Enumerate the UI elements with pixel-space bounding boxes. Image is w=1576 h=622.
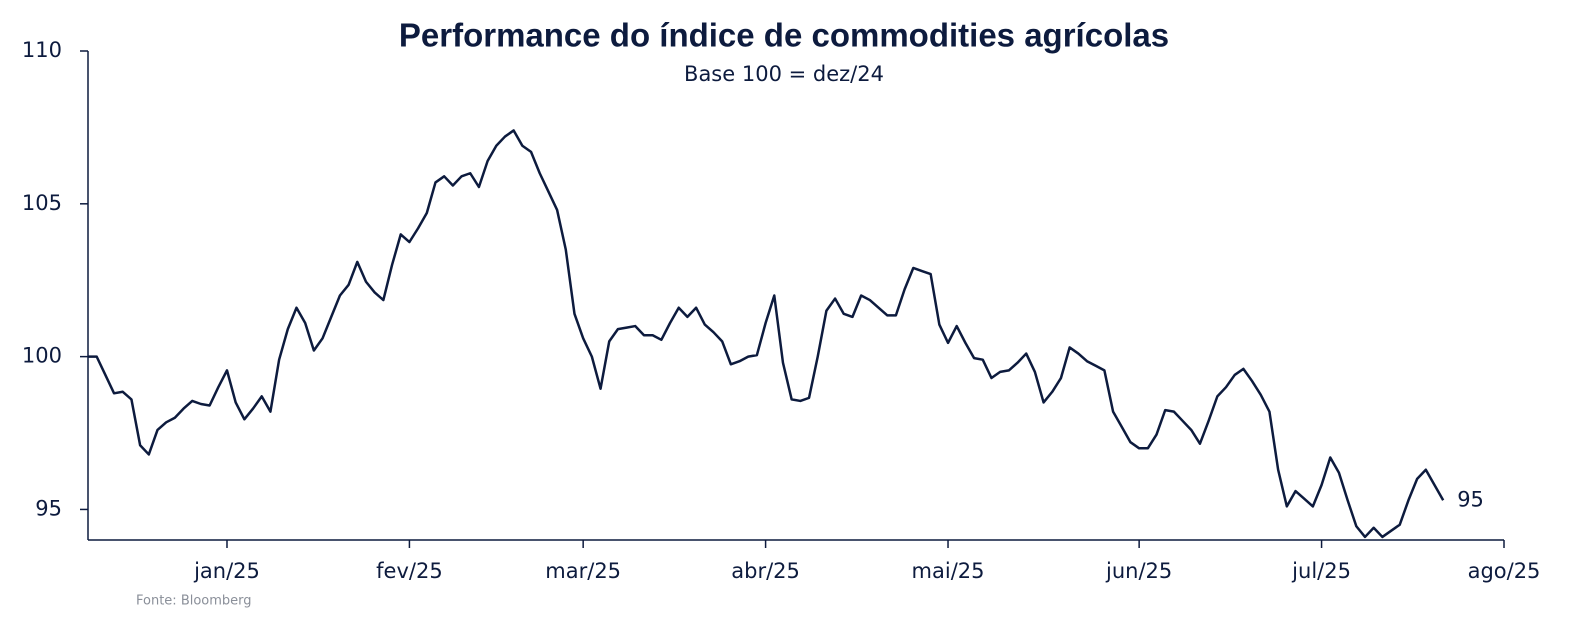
series-line [88,129,1445,539]
chart-title: Performance do índice de commodities agr… [399,17,1169,54]
y-tick-label: 95 [35,496,62,520]
end-label: 95 [1457,487,1484,511]
x-tick-label: jan/25 [193,559,260,583]
source: Fonte: Bloomberg [136,594,252,609]
x-tick-label: abr/25 [731,559,800,583]
y-tick-label: 110 [22,38,62,62]
x-tick-label: fev/25 [376,559,443,583]
y-tick-label: 105 [22,191,62,215]
x-tick-label: mar/25 [545,559,621,583]
x-tick-label: ago/25 [1468,559,1541,583]
y-tick-label: 100 [22,344,62,368]
x-tick-label: mai/25 [912,559,985,583]
x-tick-label: jun/25 [1105,559,1172,583]
x-tick-label: jul/25 [1291,559,1351,583]
chart-subtitle: Base 100 = dez/24 [684,62,884,86]
